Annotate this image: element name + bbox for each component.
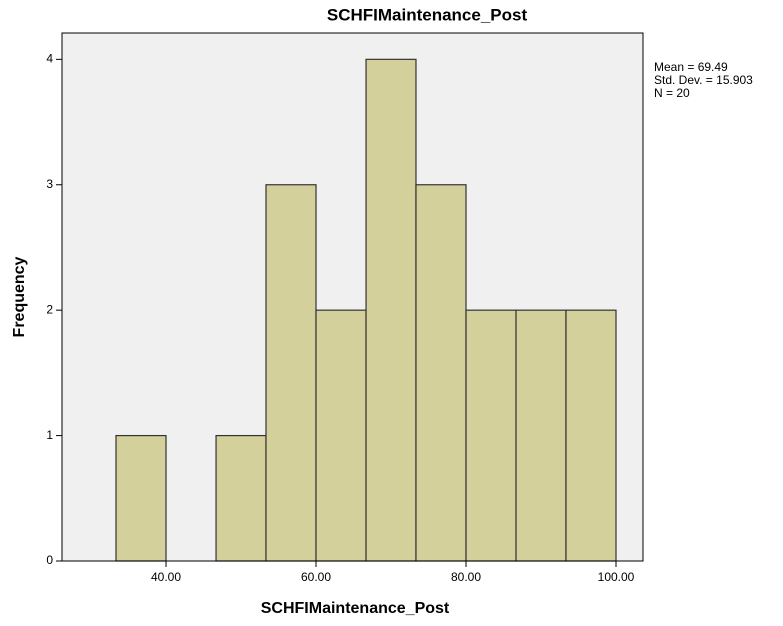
x-tick-label: 100.00 <box>598 570 635 584</box>
x-tick-label: 60.00 <box>301 570 331 584</box>
y-tick-label: 4 <box>46 52 53 66</box>
x-tick-label: 80.00 <box>451 570 481 584</box>
y-tick-label: 1 <box>46 428 53 442</box>
y-tick-label: 0 <box>46 553 53 567</box>
x-tick-label: 40.00 <box>151 570 181 584</box>
bar <box>215 434 267 562</box>
stat-annotation: Mean = 69.49 <box>654 60 728 74</box>
plot-border <box>61 32 644 562</box>
stat-annotation: N = 20 <box>654 86 690 100</box>
bar <box>565 309 617 562</box>
bar <box>465 309 517 562</box>
x-axis-label: SCHFIMaintenance_Post <box>261 600 450 617</box>
bar <box>315 309 367 562</box>
stat-annotation: Std. Dev. = 15.903 <box>654 73 753 87</box>
bar <box>265 184 317 562</box>
chart-title: SCHFIMaintenance_Post <box>327 5 528 24</box>
bar <box>365 58 417 562</box>
y-tick-label: 2 <box>46 302 53 316</box>
bar <box>515 309 567 562</box>
y-axis-label: Frequency <box>11 256 28 337</box>
bar <box>415 184 467 562</box>
bar <box>115 434 167 562</box>
y-tick-label: 3 <box>46 177 53 191</box>
